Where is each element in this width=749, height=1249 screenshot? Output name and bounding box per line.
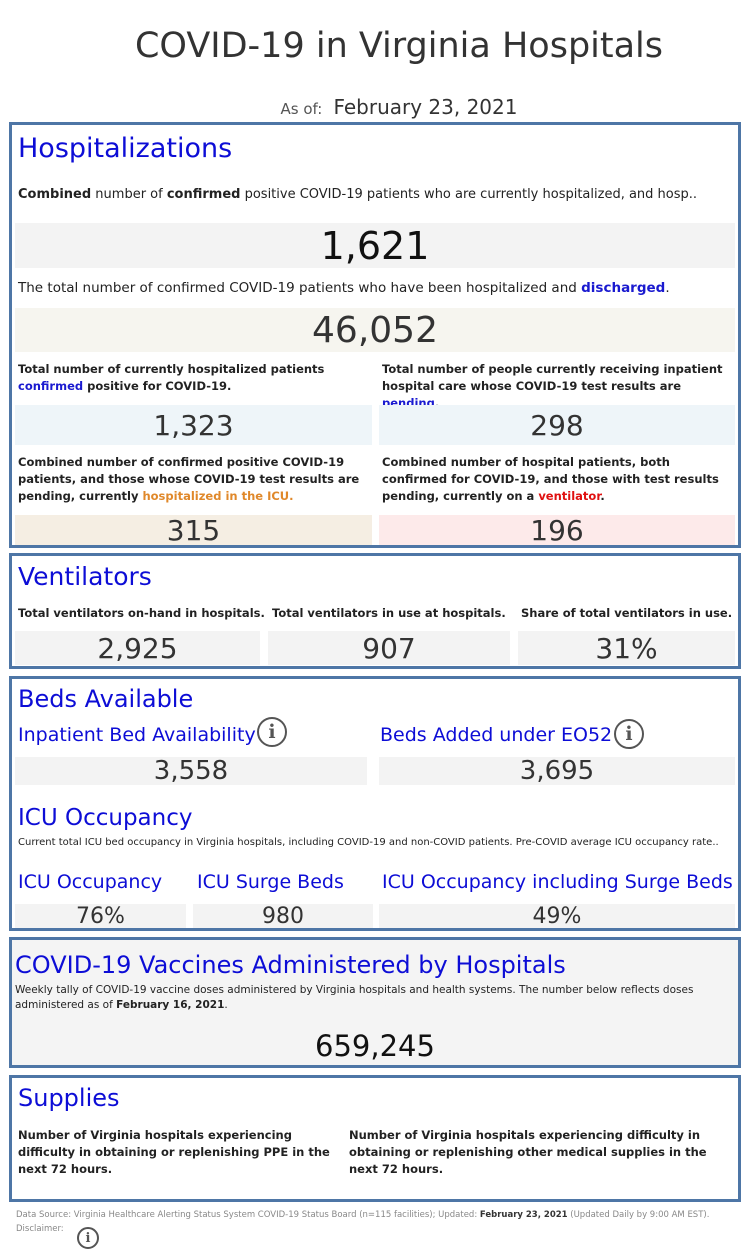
t: number of [91,187,167,202]
vent-value: 196 [379,514,735,547]
other-supplies-desc: Number of Virginia hospitals experiencin… [349,1128,707,1176]
vent-share-value: 31% [518,631,735,665]
icu-desc: Combined number of confirmed positive CO… [18,454,376,505]
eo52-value: 3,695 [379,756,735,786]
t: Combined number of confirmed positive CO… [18,455,360,503]
combined-value: 1,621 [15,223,735,268]
t: confirmed [166,187,241,202]
icu-desc: Current total ICU bed occupancy in Virgi… [18,837,719,848]
inpatient-label: Inpatient Bed Availability [18,724,256,746]
t: . [224,999,228,1011]
as-of-label: As of: [280,100,323,118]
t: ventilator [538,489,601,503]
page-title: COVID-19 in Virginia Hospitals [134,26,664,66]
t: hospitalized in the ICU. [142,489,294,503]
discharged-value: 46,052 [15,308,735,352]
t: Weekly tally of COVID-19 vaccine doses a… [15,984,694,1011]
icu-title: ICU Occupancy [18,805,193,831]
data-source: Data Source: Virginia Healthcare Alertin… [16,1210,709,1220]
icu-incl-surge-value: 49% [379,904,735,929]
vaccines-section: COVID-19 Vaccines Administered by Hospit… [9,937,741,1068]
confirmed-desc: Total number of currently hospitalized p… [18,361,368,395]
t: . [600,489,605,503]
section-title: Hospitalizations [18,133,233,164]
t: positive for COVID-19. [83,379,232,393]
combined-desc: Combined number of confirmed positive CO… [18,187,697,202]
t: Total number of currently hospitalized p… [18,362,325,376]
beds-section: Beds Available Inpatient Bed Availabilit… [9,676,741,931]
icu-surge-label: ICU Surge Beds [197,871,344,893]
t: positive COVID-19 patients who are curre… [240,187,698,202]
ppe-desc: Number of Virginia hospitals experiencin… [18,1128,330,1176]
t: February 23, 2021 [479,1210,568,1220]
icu-value: 315 [15,514,372,547]
info-circle-icon[interactable]: i [77,1227,99,1249]
t: February 16, 2021 [116,999,225,1011]
vent-inuse-label: Total ventilators in use at hospitals. [272,606,506,620]
disclaimer-label: Disclaimer: [16,1224,64,1234]
t: . [665,280,670,296]
section-title: COVID-19 Vaccines Administered by Hospit… [15,951,566,979]
vaccines-value: 659,245 [315,1029,435,1063]
inpatient-value: 3,558 [15,756,367,786]
section-title: Supplies [18,1084,120,1112]
confirmed-value: 1,323 [15,405,372,445]
t: The total number of confirmed COVID-19 p… [18,280,582,296]
vent-desc: Combined number of hospital patients, bo… [382,454,737,505]
section-title: Beds Available [18,685,194,713]
hospitalizations-section: Hospitalizations Combined number of conf… [9,122,741,548]
t: confirmed [18,379,84,393]
t: discharged [581,280,666,296]
t: Total number of people currently receivi… [382,362,723,393]
as-of: As of: February 23, 2021 [0,95,749,119]
ventilators-section: Ventilators Total ventilators on-hand in… [9,553,741,669]
vaccines-desc: Weekly tally of COVID-19 vaccine doses a… [15,983,735,1013]
icu-surge-value: 980 [193,904,373,929]
t: . [434,396,440,410]
icu-occupancy-value: 76% [15,904,186,929]
icu-occupancy-label: ICU Occupancy [18,871,163,893]
vent-inuse-value: 907 [268,631,510,665]
t: (Updated Daily by 9:00 AM EST). [567,1210,710,1220]
section-title: Ventilators [18,562,152,591]
vent-share-label: Share of total ventilators in use. [521,606,733,620]
eo52-label: Beds Added under EO52 [380,724,613,746]
icu-incl-surge-label: ICU Occupancy including Surge Beds [382,871,733,893]
vent-onhand-value: 2,925 [15,631,260,665]
t: Data Source: Virginia Healthcare Alertin… [16,1210,480,1220]
discharged-desc: The total number of confirmed COVID-19 p… [18,280,670,296]
pending-value: 298 [379,405,735,445]
vent-onhand-label: Total ventilators on-hand in hospitals. [18,606,265,620]
t: Combined number of hospital patients, bo… [382,455,719,503]
supplies-section: Supplies Number of Virginia hospitals ex… [9,1075,741,1202]
info-circle-icon[interactable]: i [614,719,644,749]
info-circle-icon[interactable]: i [257,717,287,747]
as-of-date: February 23, 2021 [333,95,518,119]
t: Combined [18,187,92,202]
